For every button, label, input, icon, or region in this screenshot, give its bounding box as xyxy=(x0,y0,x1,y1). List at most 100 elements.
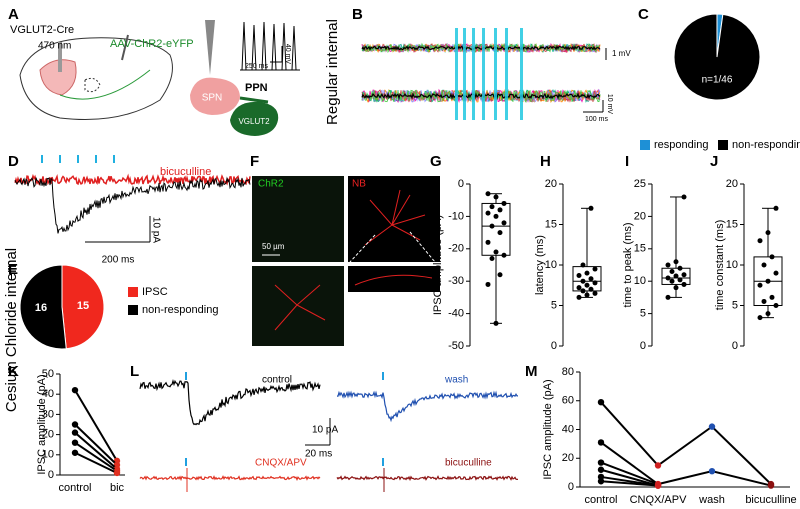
point xyxy=(588,276,594,282)
neuron xyxy=(274,189,433,331)
point xyxy=(677,265,683,271)
point xyxy=(71,449,79,456)
text: SPN xyxy=(202,93,223,104)
y-axis-label: IPSC amplitude (pA) xyxy=(36,374,48,474)
panel-label: F xyxy=(250,153,259,170)
text: 250 ms xyxy=(245,63,268,70)
series-line xyxy=(74,389,118,462)
point xyxy=(485,191,491,197)
y-tick-label: 80 xyxy=(562,366,574,378)
text: wash xyxy=(444,375,468,386)
point xyxy=(773,270,779,276)
x-tick-label: control xyxy=(58,482,91,494)
trace xyxy=(336,475,519,482)
y-tick-label: 0 xyxy=(458,178,464,190)
y-axis-label: IPSC amplitude (pA) xyxy=(542,379,554,479)
point xyxy=(773,205,779,211)
y-tick-label: 50 xyxy=(42,368,54,380)
series-line xyxy=(600,441,772,487)
panel-label: L xyxy=(130,363,139,380)
x-tick-label: bicuculline xyxy=(745,494,796,506)
data-label: 16 xyxy=(35,302,47,314)
point xyxy=(576,273,582,279)
data-label: 15 xyxy=(77,300,89,312)
point xyxy=(773,303,779,308)
spn-cell xyxy=(190,77,240,115)
point xyxy=(588,286,594,292)
y-tick-label: 10 xyxy=(634,275,646,287)
text: 50 µm xyxy=(262,242,285,251)
y-tick-label: 5 xyxy=(640,308,646,320)
series-line xyxy=(600,468,659,487)
stim xyxy=(520,28,523,120)
point xyxy=(493,249,499,255)
point xyxy=(576,294,582,300)
trace xyxy=(361,91,600,101)
series-line xyxy=(74,423,118,466)
point xyxy=(580,278,586,284)
point xyxy=(592,280,598,286)
y-axis-label: latency (ms) xyxy=(534,235,546,295)
y-tick-label: 10 xyxy=(726,259,738,271)
point xyxy=(493,320,499,326)
box xyxy=(481,202,511,256)
text: AAV-ChR2-eYFP xyxy=(110,38,194,50)
point xyxy=(669,278,675,284)
point xyxy=(501,220,507,226)
point xyxy=(673,259,679,265)
image xyxy=(252,176,344,262)
point xyxy=(654,462,662,469)
point xyxy=(597,478,605,485)
text: bicuculline xyxy=(160,166,211,178)
region xyxy=(84,77,101,93)
stim xyxy=(472,28,475,120)
point xyxy=(592,266,598,272)
axon xyxy=(239,96,269,104)
point xyxy=(767,482,775,489)
y-tick-label: 40 xyxy=(42,388,54,400)
y-tick-label: 30 xyxy=(42,408,54,420)
panel-label: J xyxy=(710,153,718,170)
text: 10 pA xyxy=(312,425,338,436)
point xyxy=(681,194,687,200)
legend-label: IPSC xyxy=(142,286,168,298)
trace xyxy=(361,42,601,54)
x-tick-label: control xyxy=(584,494,617,506)
stim xyxy=(463,28,466,120)
injection xyxy=(121,34,129,61)
point xyxy=(673,285,679,291)
vglut2-cell xyxy=(230,101,279,136)
text: PPN xyxy=(245,82,268,94)
legend-swatch xyxy=(640,140,650,150)
y-tick-label: 15 xyxy=(545,218,557,230)
point xyxy=(580,288,586,294)
x-tick-label: wash xyxy=(698,494,725,506)
point xyxy=(489,256,495,262)
trace xyxy=(139,379,321,426)
point xyxy=(757,282,763,288)
point xyxy=(113,469,121,477)
point xyxy=(497,272,503,278)
legend-swatch xyxy=(128,287,138,297)
y-tick-label: 20 xyxy=(42,429,54,441)
point xyxy=(588,205,594,211)
point xyxy=(673,273,679,279)
side-label: Cesium Chloride internal xyxy=(3,248,20,412)
y-tick-label: 40 xyxy=(562,423,574,435)
point xyxy=(765,311,771,317)
text: VGLUT2 xyxy=(238,117,270,126)
y-tick-label: 25 xyxy=(634,178,646,190)
panel-label: H xyxy=(540,153,551,170)
point xyxy=(665,294,671,300)
y-tick-label: 0 xyxy=(732,340,738,352)
series-line xyxy=(74,451,118,474)
point xyxy=(665,275,671,281)
point xyxy=(669,268,675,274)
trace xyxy=(337,390,518,423)
legend-label: non-responding xyxy=(732,139,800,151)
point xyxy=(761,262,767,268)
text: 1 mV xyxy=(612,49,631,58)
y-tick-label: 0 xyxy=(568,481,574,493)
spike-traces xyxy=(240,21,300,71)
